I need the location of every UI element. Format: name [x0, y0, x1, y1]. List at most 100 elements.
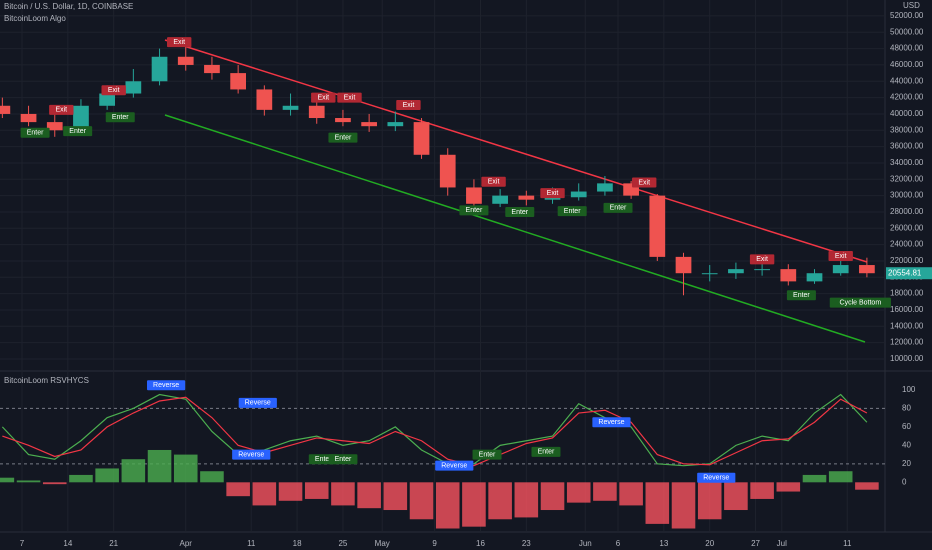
histogram-bar [566, 482, 591, 503]
candle-body [0, 105, 11, 114]
y-tick-label: 12000.00 [890, 338, 924, 347]
y-tick-label: 60 [902, 422, 911, 431]
histogram-bar [173, 454, 198, 483]
signal-label: Exit [835, 253, 847, 260]
y-tick-label: 30000.00 [890, 191, 924, 200]
signal-label: Cycle Bottom [840, 299, 882, 306]
candle-body [99, 93, 116, 106]
symbol-title: Bitcoin / U.S. Dollar, 1D, COINBASE [4, 2, 133, 11]
oscillator-line [1, 393, 868, 467]
y-tick-label: 46000.00 [890, 60, 924, 69]
y-tick-label: 80 [902, 404, 911, 413]
signal-label-box [396, 99, 421, 110]
histogram-bar [409, 482, 434, 520]
histogram-bar [855, 482, 879, 490]
signal-label: Exit [488, 179, 500, 186]
y-tick-label: 10000.00 [890, 354, 924, 363]
signal-label: Exit [55, 107, 67, 114]
candle-body [806, 273, 823, 282]
support-line [164, 114, 866, 343]
histogram-bar [357, 482, 381, 509]
x-tick-label: May [375, 539, 390, 548]
signal-label: Exit [317, 94, 329, 101]
signal-label-box [101, 85, 126, 96]
candle-body [832, 265, 849, 274]
signal-label: Enter [466, 207, 483, 214]
x-tick-label: 23 [522, 539, 531, 548]
x-tick-label: Jun [579, 539, 592, 548]
histogram-bar [828, 471, 853, 483]
x-tick-label: 6 [616, 539, 621, 548]
y-tick-label: 42000.00 [890, 93, 924, 102]
y-tick-label: 40000.00 [890, 109, 924, 118]
candle-body [466, 187, 482, 204]
signal-label: Reverse [238, 451, 264, 458]
candle-body [492, 195, 508, 204]
signal-label-box [20, 127, 50, 138]
y-tick-label: 0 [902, 477, 907, 486]
x-tick-label: 13 [659, 539, 668, 548]
signal-label: Exit [638, 179, 650, 186]
signal-label: Exit [403, 102, 415, 109]
candle-body [308, 105, 325, 119]
candle-body [361, 122, 377, 127]
signal-label: Enter [564, 208, 581, 215]
y-tick-label: 28000.00 [890, 207, 924, 216]
y-tick-label: 52000.00 [890, 11, 924, 20]
x-tick-label: 25 [338, 539, 347, 548]
histogram-bar [95, 468, 119, 483]
indicator-title: BitcoinLoom Algo [4, 14, 66, 23]
x-tick-label: 18 [293, 539, 302, 548]
x-tick-label: 7 [20, 539, 25, 548]
histogram-bar [0, 477, 15, 483]
signal-label: Reverse [598, 419, 624, 426]
histogram-bar [514, 482, 539, 518]
histogram-bar [540, 482, 565, 511]
histogram-bar [16, 480, 41, 483]
oscillator-title: BitcoinLoom RSVHYCS [4, 376, 89, 385]
signal-label: Enter [27, 130, 44, 137]
signal-label: Enter [479, 451, 496, 458]
candle-body [570, 191, 587, 198]
signal-label-box [435, 460, 474, 471]
signal-label: Exit [756, 256, 768, 263]
y-tick-label: 36000.00 [890, 142, 924, 151]
histogram-bar [147, 449, 172, 483]
candle-body [335, 118, 351, 123]
signal-label-box [232, 449, 271, 460]
signal-label-box [540, 188, 565, 199]
candle-body [544, 197, 561, 200]
histogram-bar [226, 482, 250, 497]
signal-label: Reverse [703, 475, 729, 482]
y-tick-label: 34000.00 [890, 158, 924, 167]
histogram-bar [200, 471, 224, 483]
candle-body [151, 56, 168, 82]
candle-body [859, 265, 875, 274]
histogram-bar [645, 482, 670, 524]
last-price: 20554.81 [888, 268, 922, 277]
signal-label-box [632, 177, 657, 188]
signal-label: Enter [335, 456, 352, 463]
signal-label-box [146, 380, 186, 391]
y-tick-label: 50000.00 [890, 27, 924, 36]
signal-label: Exit [344, 94, 356, 101]
y-tick-label: 16000.00 [890, 305, 924, 314]
y-tick-label: 20 [902, 459, 911, 468]
candle-body [73, 105, 89, 131]
signal-label: Enter [610, 205, 627, 212]
histogram-bar [619, 482, 643, 506]
signal-label-box [472, 449, 502, 460]
signal-label-box [749, 254, 775, 265]
signal-label: Enter [538, 449, 555, 456]
signal-label-box [105, 112, 135, 123]
histogram-bar [462, 482, 486, 527]
x-tick-label: 9 [432, 539, 437, 548]
y-tick-label: 24000.00 [890, 240, 924, 249]
y-tick-label: 100 [902, 385, 916, 394]
x-tick-label: Jul [777, 539, 787, 548]
y-tick-label: 40 [902, 440, 911, 449]
candle-body [177, 56, 194, 65]
x-tick-label: 20 [705, 539, 714, 548]
candle-body [387, 122, 404, 127]
